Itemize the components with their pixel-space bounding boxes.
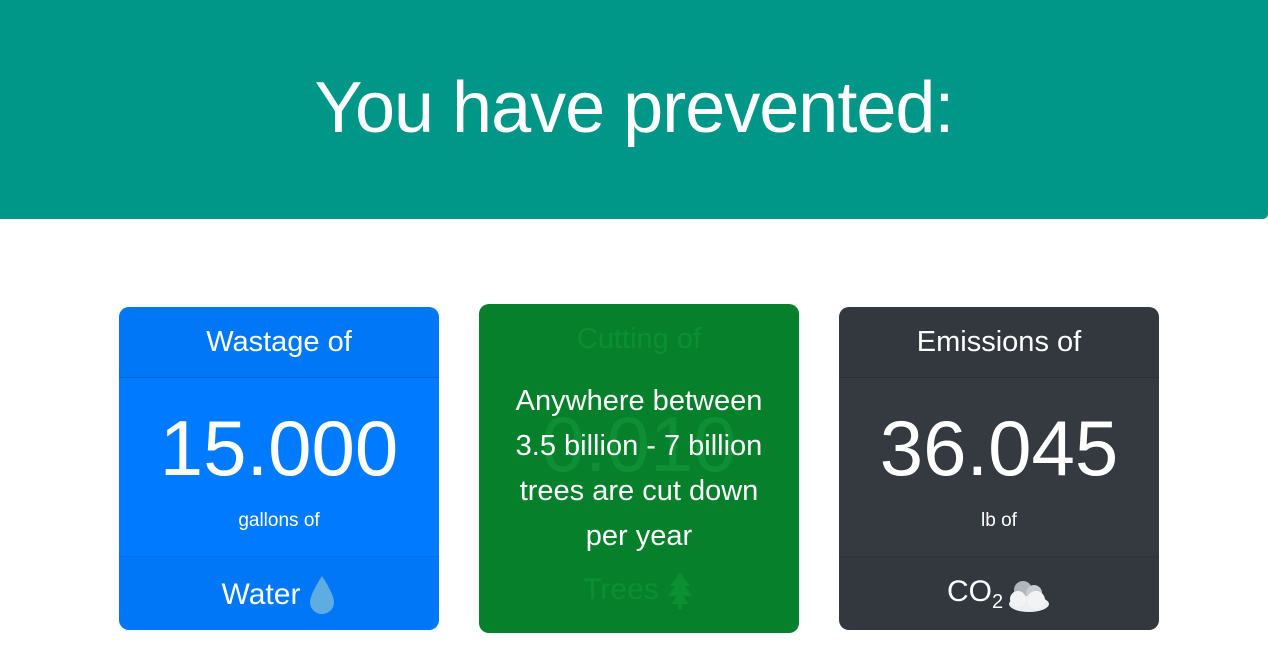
water-card: Wastage of 15.000 gallons of Water [119, 307, 439, 630]
water-drop-icon [308, 574, 336, 616]
trees-card-body: 0.010 [479, 374, 799, 552]
trees-card-footer: Trees [479, 552, 799, 627]
hero-banner: You have prevented: [0, 0, 1268, 219]
co2-value: 36.045 [879, 404, 1119, 492]
co2-footer-label: CO2 [946, 575, 1004, 613]
co2-card-footer: CO2 [839, 556, 1159, 630]
water-unit: gallons of [238, 510, 320, 531]
water-card-body: 15.000 gallons of [119, 378, 439, 556]
water-footer-label: Water [221, 577, 301, 611]
water-card-header: Wastage of [119, 307, 439, 378]
trees-value: 0.010 [541, 400, 737, 488]
water-value: 15.000 [159, 404, 399, 492]
co2-card: Emissions of 36.045 lb of CO2 [839, 307, 1159, 630]
co2-subscript: 2 [991, 591, 1004, 613]
co2-card-body: 36.045 lb of [839, 378, 1159, 556]
trees-footer-label: Trees [583, 572, 659, 606]
water-card-footer: Water [119, 556, 439, 630]
trees-card: Cutting of 0.010 Trees Anywhere between … [479, 304, 799, 633]
co2-card-header: Emissions of [839, 307, 1159, 378]
trees-tooltip: Anywhere between 3.5 billion - 7 billion… [515, 385, 763, 552]
trees-card-header: Cutting of [576, 322, 702, 355]
cloud-icon [1003, 576, 1051, 614]
tree-icon [665, 570, 695, 610]
co2-unit: lb of [981, 510, 1017, 531]
hero-title: You have prevented: [314, 67, 955, 148]
